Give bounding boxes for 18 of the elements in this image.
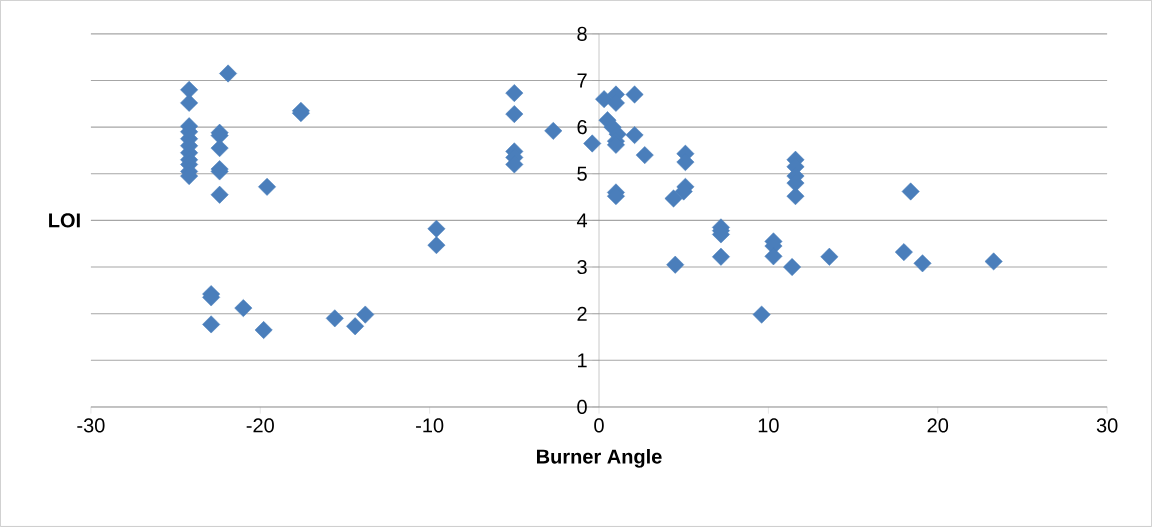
y-tick-label: 0 — [577, 399, 587, 415]
y-tick-label: 7 — [577, 73, 587, 88]
y-tick-label: 6 — [577, 120, 587, 135]
y-tick-label: 8 — [577, 26, 587, 42]
x-tick-label: -10 — [416, 418, 444, 433]
x-tick-label: 0 — [594, 418, 604, 433]
x-tick-label: 30 — [1096, 418, 1118, 433]
x-axis-title: Burner Angle — [536, 449, 662, 468]
y-tick-label: 2 — [577, 306, 587, 321]
y-tick-label: 4 — [576, 213, 588, 228]
x-tick-label: 10 — [758, 418, 779, 433]
x-tick-label: -30 — [77, 418, 105, 433]
y-axis-title: LOI — [49, 213, 80, 228]
y-tick-label: 1 — [578, 353, 587, 368]
y-tick-label: 5 — [577, 166, 587, 181]
y-tick-label: 3 — [577, 260, 587, 275]
x-tick-label: -20 — [246, 418, 274, 433]
x-tick-label: 20 — [927, 418, 949, 433]
